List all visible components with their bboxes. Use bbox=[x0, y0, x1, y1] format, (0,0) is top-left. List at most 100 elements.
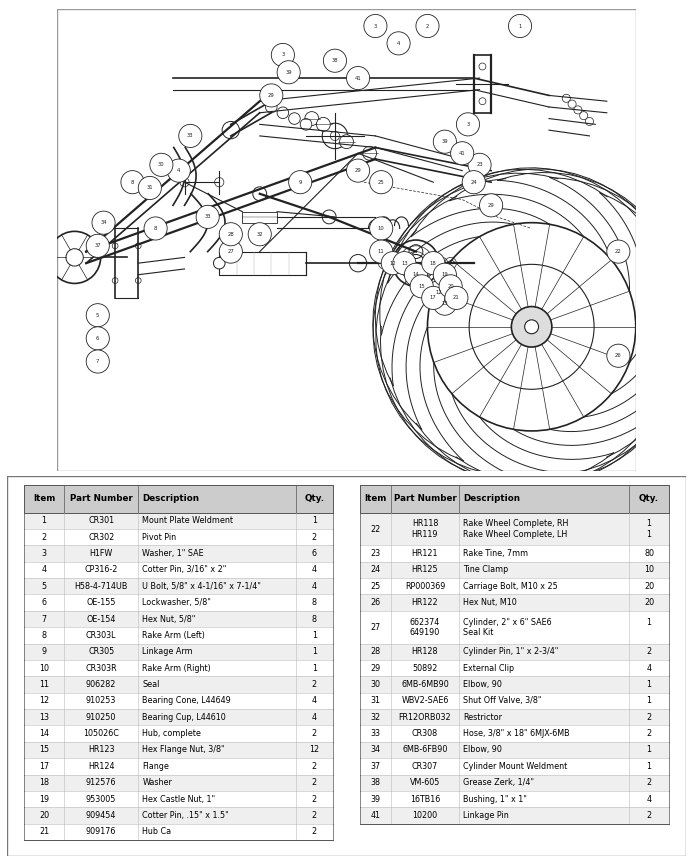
Text: Pivot Pin: Pivot Pin bbox=[142, 533, 177, 541]
Text: 29: 29 bbox=[355, 168, 362, 173]
Text: RP000369: RP000369 bbox=[405, 582, 445, 591]
Text: 4: 4 bbox=[312, 696, 317, 705]
Bar bbox=[24, 742, 333, 758]
Text: Hex Nut, M10: Hex Nut, M10 bbox=[463, 599, 517, 607]
Circle shape bbox=[457, 112, 480, 136]
Text: 2: 2 bbox=[312, 811, 317, 820]
Text: Hub, complete: Hub, complete bbox=[142, 729, 201, 738]
Text: 8: 8 bbox=[312, 614, 317, 624]
Bar bbox=[360, 561, 669, 578]
Text: 1: 1 bbox=[647, 746, 651, 754]
Text: Flange: Flange bbox=[142, 762, 169, 771]
Circle shape bbox=[222, 121, 240, 138]
Text: 18: 18 bbox=[39, 778, 49, 787]
Text: Carriage Bolt, M10 x 25: Carriage Bolt, M10 x 25 bbox=[463, 582, 558, 591]
Text: Linkage Arm: Linkage Arm bbox=[142, 647, 193, 657]
Text: 30: 30 bbox=[371, 680, 380, 689]
Text: 1: 1 bbox=[518, 23, 522, 29]
Circle shape bbox=[277, 61, 300, 84]
Circle shape bbox=[219, 222, 243, 246]
Text: 18: 18 bbox=[430, 260, 437, 266]
Text: 1: 1 bbox=[647, 680, 651, 689]
Circle shape bbox=[92, 211, 115, 234]
Bar bbox=[360, 660, 669, 676]
Text: HR125: HR125 bbox=[412, 566, 438, 574]
Circle shape bbox=[369, 170, 393, 194]
Text: Lockwasher, 5/8": Lockwasher, 5/8" bbox=[142, 599, 211, 607]
Text: 41: 41 bbox=[459, 151, 466, 156]
Text: 10: 10 bbox=[378, 226, 385, 231]
Text: Restrictor: Restrictor bbox=[463, 713, 502, 721]
Circle shape bbox=[574, 106, 582, 114]
Circle shape bbox=[381, 252, 404, 275]
Text: 16TB16: 16TB16 bbox=[410, 795, 440, 804]
Circle shape bbox=[445, 286, 468, 310]
Text: 8: 8 bbox=[312, 599, 317, 607]
Text: 13: 13 bbox=[441, 301, 448, 306]
Circle shape bbox=[607, 344, 630, 368]
Text: 29: 29 bbox=[488, 202, 495, 208]
Text: Rake Arm (Left): Rake Arm (Left) bbox=[142, 631, 205, 640]
Circle shape bbox=[135, 278, 141, 284]
Text: Qty.: Qty. bbox=[639, 495, 659, 503]
Circle shape bbox=[317, 118, 331, 131]
Text: 28: 28 bbox=[371, 647, 380, 657]
Text: Mount Plate Weldment: Mount Plate Weldment bbox=[142, 516, 234, 525]
Text: 34: 34 bbox=[371, 746, 380, 754]
Circle shape bbox=[340, 135, 353, 149]
Text: 17: 17 bbox=[430, 295, 437, 300]
Text: 1: 1 bbox=[312, 516, 317, 525]
Circle shape bbox=[86, 327, 109, 350]
Text: 25: 25 bbox=[370, 582, 380, 591]
Text: 910250: 910250 bbox=[86, 713, 116, 721]
Text: External Clip: External Clip bbox=[463, 663, 514, 673]
Text: 24: 24 bbox=[471, 180, 477, 185]
Text: 2: 2 bbox=[426, 23, 429, 29]
Text: Part Number: Part Number bbox=[394, 495, 457, 503]
Text: 20: 20 bbox=[39, 811, 49, 820]
Bar bbox=[360, 513, 669, 546]
Circle shape bbox=[289, 112, 300, 125]
Circle shape bbox=[479, 98, 486, 105]
Text: 105026C: 105026C bbox=[83, 729, 119, 738]
Circle shape bbox=[404, 263, 428, 286]
Text: U Bolt, 5/8" x 4-1/16" x 7-1/4": U Bolt, 5/8" x 4-1/16" x 7-1/4" bbox=[142, 582, 261, 591]
Text: 1: 1 bbox=[42, 516, 46, 525]
Circle shape bbox=[265, 101, 277, 112]
Text: 21: 21 bbox=[453, 295, 459, 300]
Circle shape bbox=[167, 159, 191, 183]
Bar bbox=[360, 578, 669, 594]
Text: 2: 2 bbox=[647, 647, 651, 657]
Circle shape bbox=[364, 15, 387, 37]
Text: 3: 3 bbox=[374, 23, 377, 29]
Text: CR303L: CR303L bbox=[86, 631, 116, 640]
Text: 11: 11 bbox=[39, 680, 49, 689]
Text: 912576: 912576 bbox=[86, 778, 116, 787]
Text: Tine Clamp: Tine Clamp bbox=[463, 566, 508, 574]
Bar bbox=[360, 726, 669, 742]
Bar bbox=[360, 742, 669, 758]
Text: 906282: 906282 bbox=[86, 680, 116, 689]
Circle shape bbox=[260, 84, 283, 107]
Bar bbox=[24, 644, 333, 660]
Text: 909176: 909176 bbox=[86, 827, 116, 836]
Text: 6: 6 bbox=[42, 599, 46, 607]
Bar bbox=[24, 774, 333, 791]
Text: 9: 9 bbox=[299, 180, 302, 185]
Bar bbox=[360, 644, 669, 660]
Circle shape bbox=[150, 153, 173, 176]
Text: FR12ORB032: FR12ORB032 bbox=[398, 713, 451, 721]
Text: 6: 6 bbox=[96, 336, 100, 341]
Circle shape bbox=[480, 194, 502, 217]
Text: 1: 1 bbox=[647, 696, 651, 705]
Circle shape bbox=[393, 252, 416, 275]
Text: Elbow, 90: Elbow, 90 bbox=[463, 680, 502, 689]
Text: 20: 20 bbox=[447, 284, 454, 289]
Text: CR302: CR302 bbox=[88, 533, 114, 541]
Bar bbox=[24, 627, 333, 644]
Text: 909454: 909454 bbox=[86, 811, 116, 820]
Text: 12: 12 bbox=[39, 696, 49, 705]
Circle shape bbox=[322, 210, 336, 224]
Text: 26: 26 bbox=[615, 353, 622, 358]
Text: HR123: HR123 bbox=[88, 746, 114, 754]
